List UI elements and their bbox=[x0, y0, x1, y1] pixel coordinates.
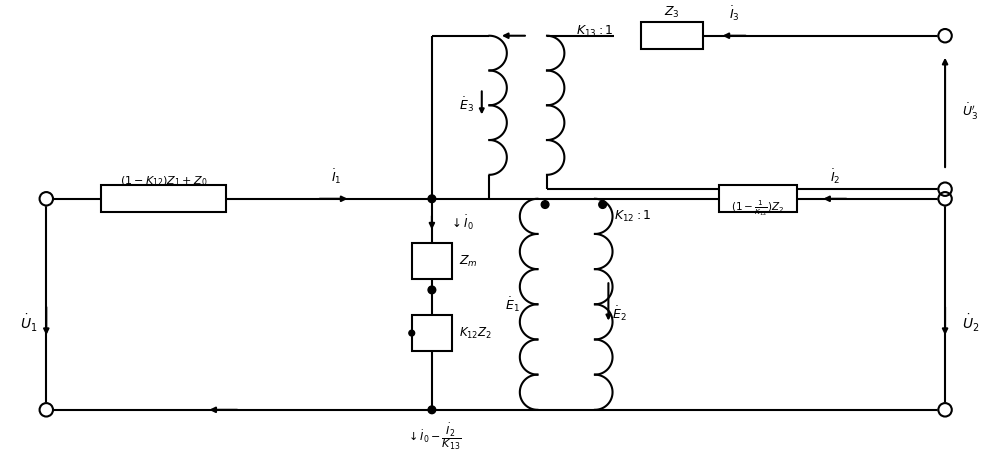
Text: $K_{12}:1$: $K_{12}:1$ bbox=[614, 208, 652, 224]
Text: $\dot{U}_3'$: $\dot{U}_3'$ bbox=[962, 103, 978, 122]
Circle shape bbox=[428, 286, 436, 294]
Circle shape bbox=[40, 192, 53, 206]
Text: $\dot{E}_2$: $\dot{E}_2$ bbox=[612, 305, 627, 323]
Circle shape bbox=[938, 182, 952, 196]
Text: $\downarrow \dot{I}_0 - \dfrac{\dot{I}_2}{K_{13}}$: $\downarrow \dot{I}_0 - \dfrac{\dot{I}_2… bbox=[406, 421, 462, 452]
Text: $\dot{U}_2$: $\dot{U}_2$ bbox=[962, 313, 980, 334]
Text: $\dot{E}_3$: $\dot{E}_3$ bbox=[459, 95, 474, 114]
Circle shape bbox=[541, 201, 549, 208]
Text: $K_{13}:1$: $K_{13}:1$ bbox=[576, 24, 614, 39]
Text: $\dot{I}_2$: $\dot{I}_2$ bbox=[830, 168, 840, 186]
Text: $Z_m$: $Z_m$ bbox=[459, 254, 478, 269]
Text: $\dot{I}_3$: $\dot{I}_3$ bbox=[729, 5, 739, 23]
Text: $\downarrow \dot{I}_0$: $\downarrow \dot{I}_0$ bbox=[449, 213, 474, 232]
Bar bbox=[412, 243, 452, 279]
Bar bbox=[101, 185, 226, 212]
Text: $Z_3$: $Z_3$ bbox=[664, 5, 680, 20]
Text: $\dot{I}_1$: $\dot{I}_1$ bbox=[331, 168, 341, 186]
Text: $\dot{E}_1$: $\dot{E}_1$ bbox=[505, 295, 520, 314]
Circle shape bbox=[938, 403, 952, 416]
Circle shape bbox=[428, 195, 436, 202]
Circle shape bbox=[938, 29, 952, 43]
Circle shape bbox=[599, 201, 606, 208]
Circle shape bbox=[40, 403, 53, 416]
Bar bbox=[641, 22, 703, 49]
Circle shape bbox=[409, 330, 415, 336]
Bar bbox=[719, 185, 797, 212]
Text: $K_{12}Z_2$: $K_{12}Z_2$ bbox=[459, 326, 492, 341]
Circle shape bbox=[428, 406, 436, 414]
Text: $\dot{U}_1$: $\dot{U}_1$ bbox=[20, 313, 38, 334]
Text: $(1-K_{12})Z_1+Z_0$: $(1-K_{12})Z_1+Z_0$ bbox=[120, 174, 207, 188]
Circle shape bbox=[938, 192, 952, 206]
Bar bbox=[412, 315, 452, 351]
Text: $(1-\frac{1}{K_{12}})Z_2$: $(1-\frac{1}{K_{12}})Z_2$ bbox=[731, 198, 785, 218]
